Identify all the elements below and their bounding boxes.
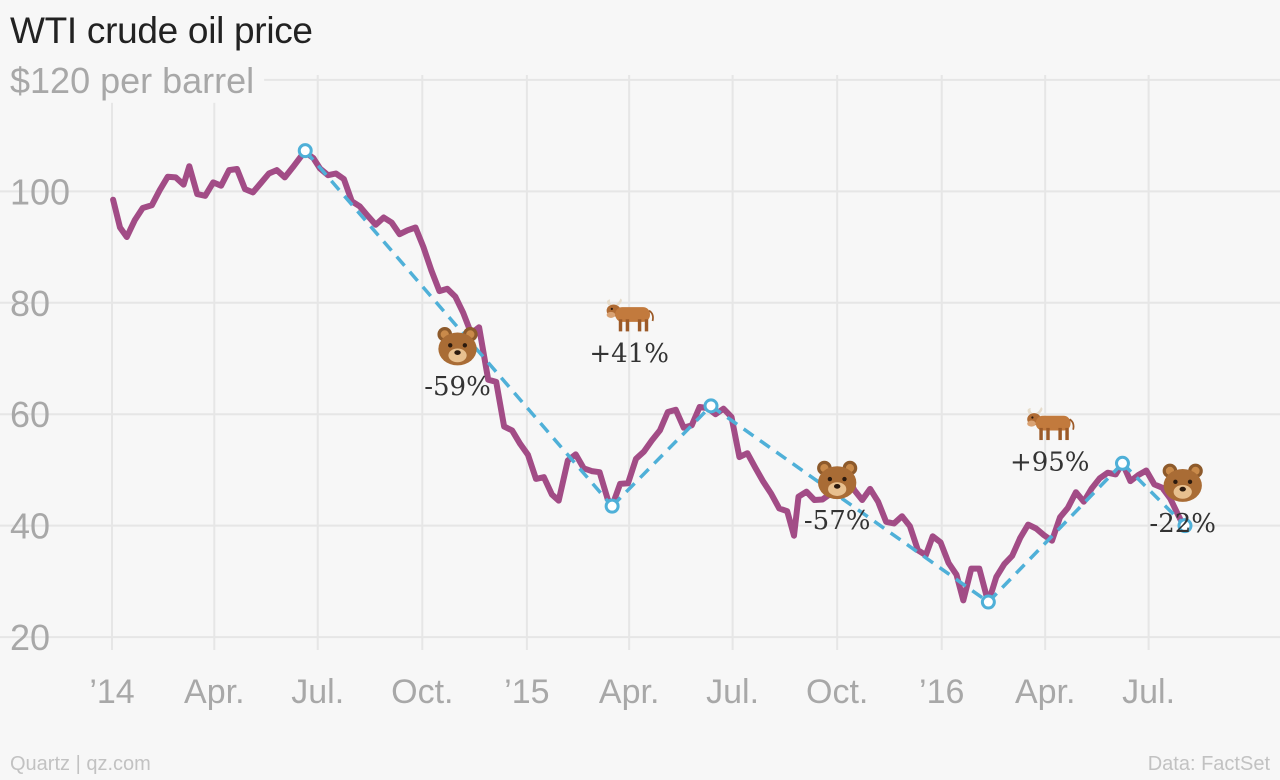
data-credit: Data: FactSet (1147, 753, 1270, 775)
change-label: +41% (589, 339, 669, 369)
bear-face-icon (1162, 463, 1203, 502)
y-tick-label: 60 (10, 394, 50, 435)
grid-lines (0, 75, 1280, 650)
x-tick-label: ’15 (504, 673, 549, 711)
x-axis-ticks: ’14 Apr. Jul. Oct. ’15 Apr. Jul. Oct. ’16 Apr. Jul… (89, 673, 1175, 711)
trend-segment (303, 149, 614, 508)
x-tick-label: ’14 (89, 673, 134, 711)
x-tick-label: Apr. (184, 673, 244, 711)
turning-point-marker (604, 498, 620, 514)
price-line (110, 149, 1188, 606)
turning-point-marker (1177, 518, 1193, 534)
trend-segment (1121, 462, 1187, 527)
trend-segment (610, 404, 713, 508)
x-tick-label: Oct. (806, 673, 868, 711)
chart-title: WTI crude oil price (10, 10, 313, 51)
y-label-backdrop (0, 57, 265, 103)
bear-face-icon (817, 460, 858, 500)
turning-point-marker (1114, 455, 1130, 471)
turning-point-marker (703, 398, 719, 414)
trend-segment (987, 462, 1124, 604)
price-series (110, 149, 1188, 606)
x-tick-label: Oct. (391, 673, 453, 711)
source-credit: Quartz | qz.com (10, 753, 151, 775)
x-tick-label: Jul. (706, 673, 759, 711)
y-tick-label: $120 per barrel (10, 60, 254, 101)
turning-point-marker (980, 594, 996, 610)
x-tick-label: Apr. (1015, 673, 1075, 711)
x-tick-label: Jul. (1122, 673, 1175, 711)
trend-lines (297, 143, 1193, 610)
x-tick-label: Jul. (291, 673, 344, 711)
change-label: +95% (1010, 447, 1090, 477)
ox-icon (1026, 406, 1075, 441)
y-axis-ticks: $120 per barrel 100 80 60 40 20 (0, 57, 265, 658)
change-label: -22% (1149, 509, 1216, 539)
y-tick-label: 100 (10, 171, 70, 212)
change-label: -57% (804, 506, 871, 536)
x-tick-label: ’16 (919, 673, 964, 711)
y-tick-label: 80 (10, 283, 50, 324)
turning-point-marker (297, 143, 313, 159)
y-tick-label: 20 (10, 617, 50, 658)
change-label: -59% (424, 372, 491, 402)
y-tick-label: 40 (10, 506, 50, 547)
annotations: -59% +41% -57% +95% -22% (424, 297, 1216, 539)
trend-segment (709, 404, 990, 604)
bear-face-icon (437, 327, 478, 366)
x-tick-label: Apr. (599, 673, 659, 711)
